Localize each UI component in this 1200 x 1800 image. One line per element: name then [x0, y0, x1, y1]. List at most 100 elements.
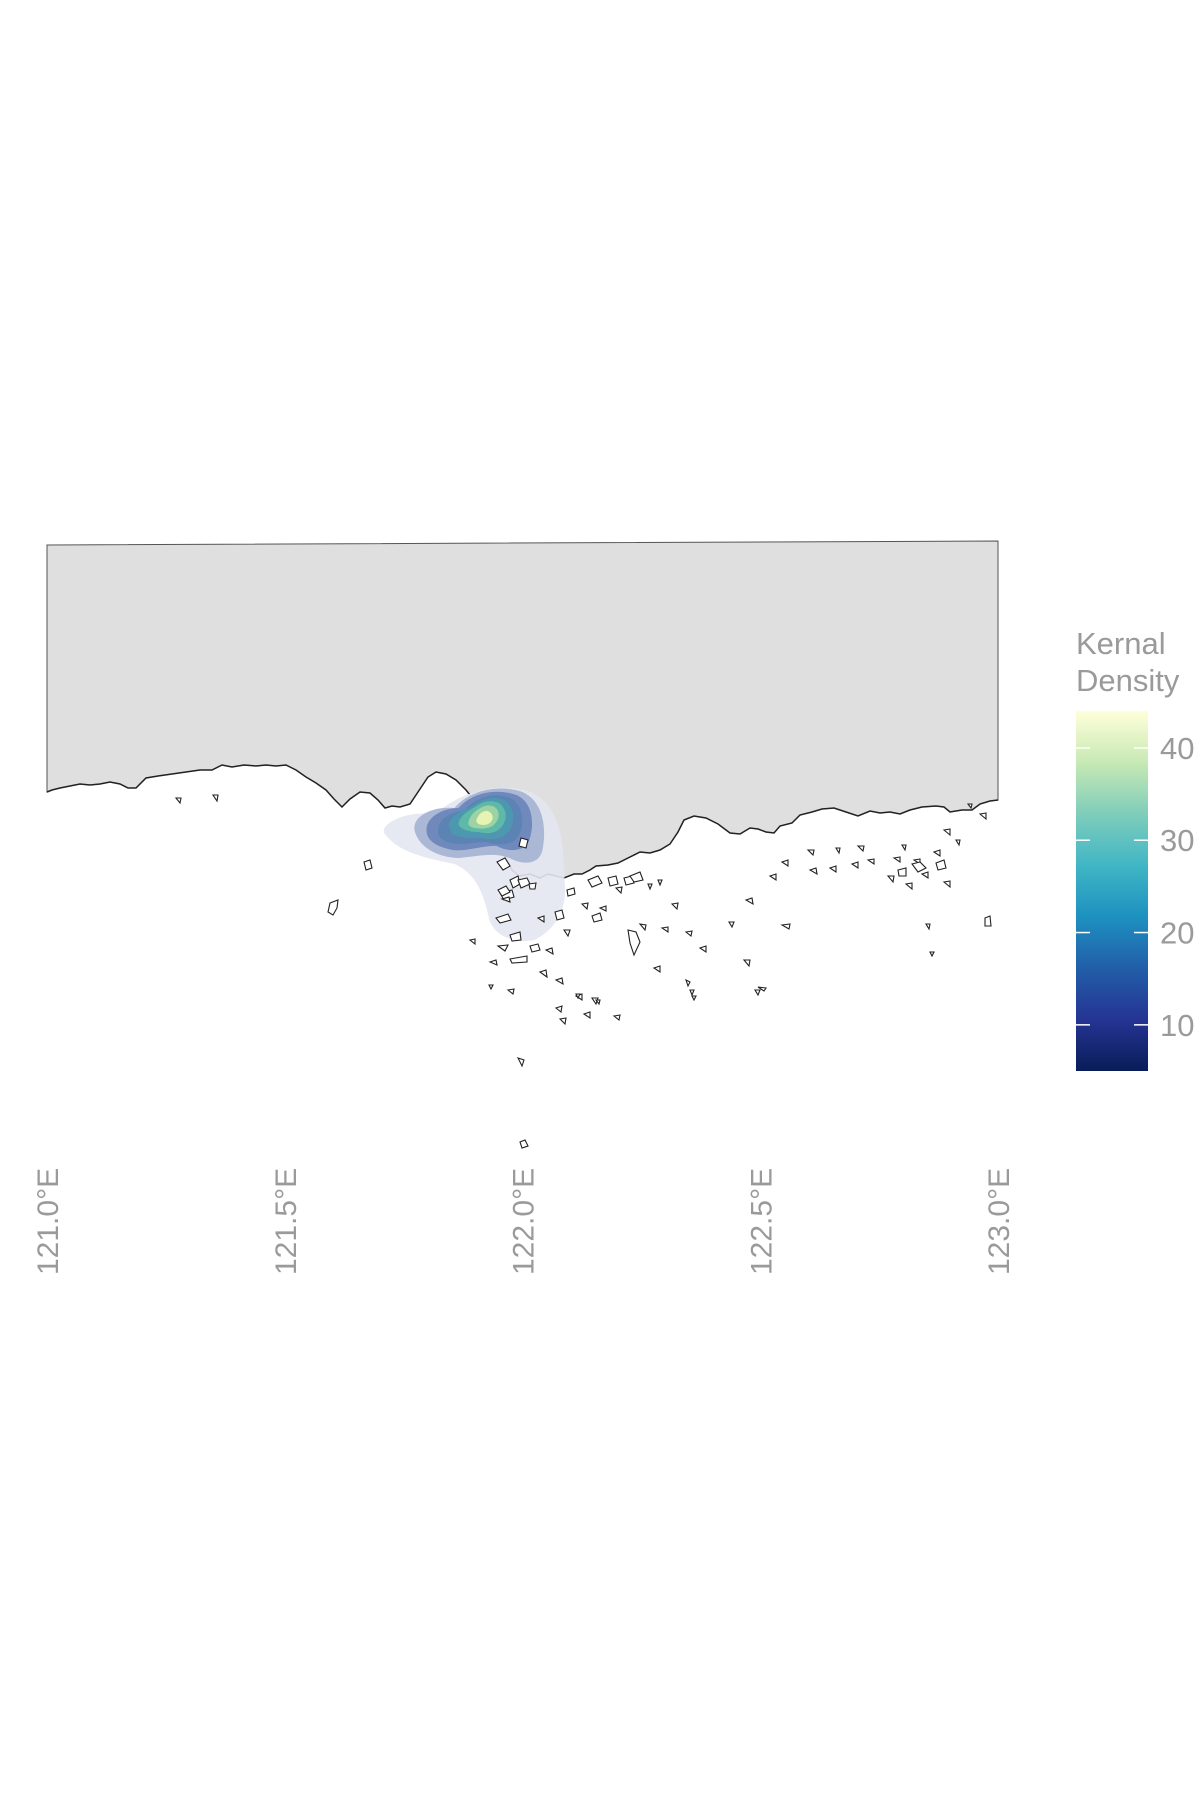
island	[911, 861, 927, 873]
island	[647, 883, 653, 891]
island	[488, 959, 498, 966]
island	[685, 978, 691, 988]
island	[728, 921, 735, 929]
kernel-density-contours	[383, 787, 566, 942]
island	[528, 882, 537, 890]
island	[468, 938, 476, 946]
island	[955, 839, 961, 847]
island	[598, 905, 607, 912]
island	[835, 847, 841, 855]
island	[850, 861, 859, 870]
legend-title-line2: Density	[1076, 663, 1180, 698]
legend: Kernal Density 10 20 30 40	[1076, 626, 1194, 1071]
island	[757, 986, 767, 992]
island	[689, 989, 695, 997]
island	[932, 849, 941, 858]
island	[856, 845, 865, 853]
island	[901, 844, 907, 852]
island	[496, 944, 509, 952]
island	[538, 969, 548, 979]
island	[897, 867, 907, 877]
island	[828, 865, 837, 874]
island	[612, 1014, 621, 1021]
legend-title-line1: Kernal	[1076, 626, 1166, 661]
x-tick-label: 121.5°E	[270, 1168, 303, 1275]
island	[929, 951, 935, 958]
island	[500, 896, 511, 903]
island	[920, 871, 929, 880]
island	[529, 943, 541, 953]
island	[780, 923, 791, 930]
island	[652, 965, 661, 974]
island	[575, 993, 581, 1000]
island	[558, 1017, 567, 1026]
island	[554, 1005, 563, 1014]
island	[780, 859, 789, 868]
island	[984, 915, 992, 927]
island	[488, 984, 494, 991]
island	[978, 812, 987, 821]
island	[566, 887, 576, 897]
density-contour-level-40	[476, 811, 493, 825]
island	[211, 794, 219, 803]
islands	[174, 794, 992, 1149]
island	[754, 989, 761, 997]
island	[591, 912, 603, 923]
legend-tick-label: 20	[1160, 916, 1194, 951]
island	[935, 859, 947, 871]
island	[544, 947, 554, 956]
island	[660, 926, 669, 934]
island	[942, 880, 951, 889]
island	[580, 902, 589, 911]
island	[363, 859, 373, 871]
x-tick-label: 123.0°E	[983, 1168, 1016, 1275]
island	[904, 882, 913, 891]
island	[691, 995, 697, 1002]
island	[554, 909, 565, 921]
island	[516, 1057, 525, 1068]
island	[594, 999, 601, 1006]
island	[509, 955, 528, 964]
island	[942, 828, 951, 837]
island	[536, 915, 545, 924]
island	[614, 886, 623, 895]
island	[506, 988, 515, 995]
island	[806, 849, 815, 857]
legend-tick-label: 30	[1160, 823, 1194, 858]
legend-tick-label: 10	[1160, 1008, 1194, 1043]
island	[966, 803, 973, 810]
island	[495, 913, 512, 924]
island	[174, 797, 182, 805]
x-tick-label: 122.0°E	[508, 1168, 541, 1275]
island	[684, 930, 693, 937]
x-axis: 121.0°E 121.5°E 122.0°E 122.5°E 123.0°E	[32, 1168, 1016, 1275]
island	[742, 959, 751, 968]
island	[768, 873, 777, 882]
island	[657, 879, 663, 887]
island	[698, 945, 707, 954]
island	[582, 1011, 591, 1020]
island	[496, 857, 511, 871]
legend-ticks: 10 20 30 40	[1076, 731, 1194, 1043]
island	[554, 977, 564, 986]
island	[638, 923, 647, 932]
island	[670, 902, 679, 911]
island	[519, 1139, 529, 1149]
island	[587, 875, 603, 888]
island	[497, 885, 511, 897]
island	[509, 931, 522, 942]
island	[866, 858, 875, 866]
map-panel	[46, 540, 999, 1149]
x-tick-label: 122.5°E	[745, 1168, 778, 1275]
island	[562, 929, 571, 938]
island	[518, 837, 529, 849]
island	[629, 871, 644, 883]
legend-colorbar	[1076, 711, 1148, 1071]
island	[627, 929, 641, 957]
island	[607, 875, 619, 887]
legend-tick-label: 40	[1160, 731, 1194, 766]
island	[886, 875, 895, 884]
island	[925, 923, 931, 931]
x-tick-label: 121.0°E	[32, 1168, 65, 1275]
